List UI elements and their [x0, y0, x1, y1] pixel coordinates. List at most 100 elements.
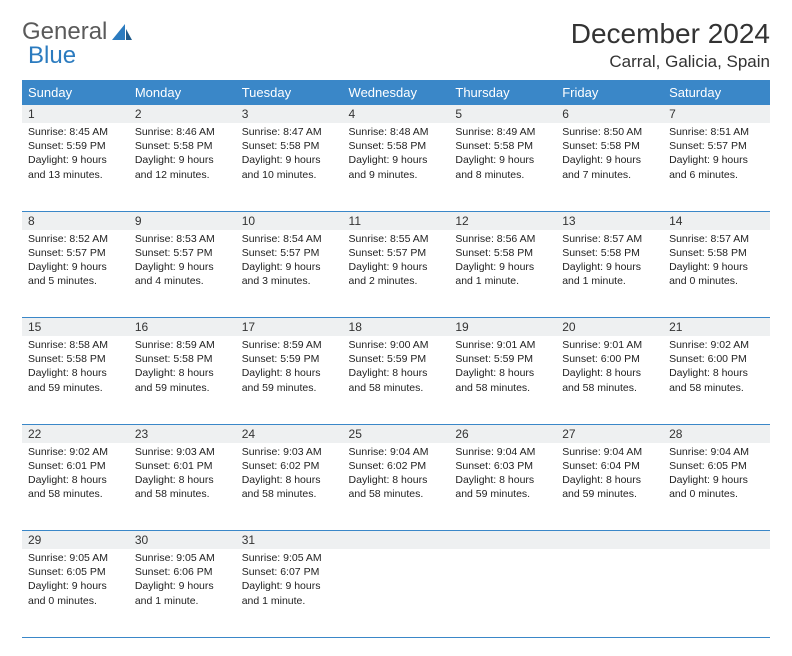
week-body-row: Sunrise: 8:52 AMSunset: 5:57 PMDaylight:…: [22, 230, 770, 318]
day-number: 2: [129, 105, 236, 123]
daylight-text: and 6 minutes.: [669, 168, 764, 182]
daylight-text: Daylight: 9 hours: [242, 579, 337, 593]
daylight-text: and 59 minutes.: [455, 487, 550, 501]
day-number: 27: [556, 425, 663, 443]
day-details: Sunrise: 8:45 AMSunset: 5:59 PMDaylight:…: [22, 123, 129, 188]
daylight-text: and 0 minutes.: [669, 274, 764, 288]
daylight-text: Daylight: 8 hours: [349, 473, 444, 487]
sunset-text: Sunset: 5:58 PM: [242, 139, 337, 153]
daylight-text: and 13 minutes.: [28, 168, 123, 182]
day-details: Sunrise: 9:04 AMSunset: 6:02 PMDaylight:…: [343, 443, 450, 508]
day-number-cell: 11: [343, 211, 450, 230]
day-number-cell: 31: [236, 531, 343, 550]
weekday-header-row: Sunday Monday Tuesday Wednesday Thursday…: [22, 80, 770, 105]
sunset-text: Sunset: 6:02 PM: [242, 459, 337, 473]
day-details: Sunrise: 9:04 AMSunset: 6:04 PMDaylight:…: [556, 443, 663, 508]
week-body-row: Sunrise: 9:05 AM Sunset: 6:05 PM Daylight:…: [22, 549, 770, 637]
day-body-cell: Sunrise: 8:51 AMSunset: 5:57 PMDaylight:…: [663, 123, 770, 211]
sunrise-text: Sunrise: 9:02 AM: [28, 445, 123, 459]
day-number-cell: [343, 531, 450, 550]
day-details: Sunrise: 8:51 AMSunset: 5:57 PMDaylight:…: [663, 123, 770, 188]
weekday-header: Friday: [556, 80, 663, 105]
sunset-text: Sunset: 5:59 PM: [455, 352, 550, 366]
day-number: 13: [556, 212, 663, 230]
sunset-text: Sunset: 6:05 PM: [669, 459, 764, 473]
day-details: Sunrise: 8:59 AMSunset: 5:59 PMDaylight:…: [236, 336, 343, 401]
daylight-text: Daylight: 8 hours: [28, 366, 123, 380]
day-number-cell: 27: [556, 424, 663, 443]
day-number: 10: [236, 212, 343, 230]
sunset-text: Sunset: 5:57 PM: [669, 139, 764, 153]
sunset-text: Sunset: 5:58 PM: [669, 246, 764, 260]
sunrise-text: Sunrise: 9:05 AM: [242, 551, 337, 565]
daylight-text: and 9 minutes.: [349, 168, 444, 182]
day-details: Sunrise: 9:02 AMSunset: 6:01 PMDaylight:…: [22, 443, 129, 508]
day-number-cell: 22: [22, 424, 129, 443]
daylight-text: and 8 minutes.: [455, 168, 550, 182]
sunset-text: Sunset: 5:57 PM: [135, 246, 230, 260]
day-body-cell: Sunrise: 8:57 AMSunset: 5:58 PMDaylight:…: [556, 230, 663, 318]
daylight-text: and 0 minutes.: [669, 487, 764, 501]
sunrise-text: Sunrise: 9:00 AM: [349, 338, 444, 352]
day-body-cell: Sunrise: 9:01 AMSunset: 6:00 PMDaylight:…: [556, 336, 663, 424]
day-number: 26: [449, 425, 556, 443]
sunrise-text: Sunrise: 8:51 AM: [669, 125, 764, 139]
weekday-header: Saturday: [663, 80, 770, 105]
daylight-text: and 59 minutes.: [28, 381, 123, 395]
sunrise-text: Sunrise: 8:57 AM: [669, 232, 764, 246]
sunrise-text: Sunrise: 9:02 AM: [669, 338, 764, 352]
day-number: 4: [343, 105, 450, 123]
sunrise-text: Sunrise: 8:53 AM: [135, 232, 230, 246]
daylight-text: Daylight: 8 hours: [242, 366, 337, 380]
daylight-text: and 3 minutes.: [242, 274, 337, 288]
day-number-cell: 25: [343, 424, 450, 443]
sunrise-text: Sunrise: 8:46 AM: [135, 125, 230, 139]
day-body-cell: Sunrise: 9:00 AMSunset: 5:59 PMDaylight:…: [343, 336, 450, 424]
sunrise-text: Sunrise: 8:48 AM: [349, 125, 444, 139]
daylight-text: and 58 minutes.: [455, 381, 550, 395]
sunset-text: Sunset: 6:01 PM: [135, 459, 230, 473]
weekday-header: Wednesday: [343, 80, 450, 105]
day-number-cell: 14: [663, 211, 770, 230]
daylight-text: and 58 minutes.: [135, 487, 230, 501]
day-details: Sunrise: 9:03 AMSunset: 6:01 PMDaylight:…: [129, 443, 236, 508]
daylight-text: and 58 minutes.: [562, 381, 657, 395]
daylight-text: Daylight: 9 hours: [28, 153, 123, 167]
sunset-text: Sunset: 6:05 PM: [28, 565, 123, 579]
sunrise-text: Sunrise: 8:56 AM: [455, 232, 550, 246]
daylight-text: and 58 minutes.: [28, 487, 123, 501]
day-body-cell: Sunrise: 8:46 AMSunset: 5:58 PMDaylight:…: [129, 123, 236, 211]
day-number-cell: 19: [449, 318, 556, 337]
day-number-cell: 23: [129, 424, 236, 443]
day-body-cell: Sunrise: 8:57 AMSunset: 5:58 PMDaylight:…: [663, 230, 770, 318]
sunset-text: Sunset: 5:58 PM: [562, 246, 657, 260]
sunrise-text: Sunrise: 8:52 AM: [28, 232, 123, 246]
day-number-cell: 2: [129, 105, 236, 123]
sunrise-text: Sunrise: 9:04 AM: [455, 445, 550, 459]
sunset-text: Sunset: 6:00 PM: [669, 352, 764, 366]
sunset-text: Sunset: 5:58 PM: [455, 246, 550, 260]
day-number-cell: 1: [22, 105, 129, 123]
weekday-header: Monday: [129, 80, 236, 105]
daylight-text: Daylight: 9 hours: [135, 579, 230, 593]
day-number-cell: 17: [236, 318, 343, 337]
day-number: 19: [449, 318, 556, 336]
sunrise-text: Sunrise: 8:57 AM: [562, 232, 657, 246]
day-body-cell: Sunrise: 9:04 AMSunset: 6:05 PMDaylight:…: [663, 443, 770, 531]
calendar-table: Sunday Monday Tuesday Wednesday Thursday…: [22, 80, 770, 638]
day-body-cell: Sunrise: 9:01 AMSunset: 5:59 PMDaylight:…: [449, 336, 556, 424]
day-number-row: 293031: [22, 531, 770, 550]
day-body-cell: Sunrise: 9:05 AMSunset: 6:06 PMDaylight:…: [129, 549, 236, 637]
day-details: Sunrise: 8:47 AMSunset: 5:58 PMDaylight:…: [236, 123, 343, 188]
daylight-text: and 58 minutes.: [669, 381, 764, 395]
day-body-cell: Sunrise: 8:50 AMSunset: 5:58 PMDaylight:…: [556, 123, 663, 211]
day-number-cell: 20: [556, 318, 663, 337]
sunset-text: Sunset: 6:02 PM: [349, 459, 444, 473]
daylight-text: and 12 minutes.: [135, 168, 230, 182]
sunset-text: Sunset: 5:58 PM: [562, 139, 657, 153]
day-details: Sunrise: 9:03 AMSunset: 6:02 PMDaylight:…: [236, 443, 343, 508]
sunset-text: Sunset: 6:07 PM: [242, 565, 337, 579]
day-number: 6: [556, 105, 663, 123]
daylight-text: and 59 minutes.: [242, 381, 337, 395]
day-number-cell: 24: [236, 424, 343, 443]
